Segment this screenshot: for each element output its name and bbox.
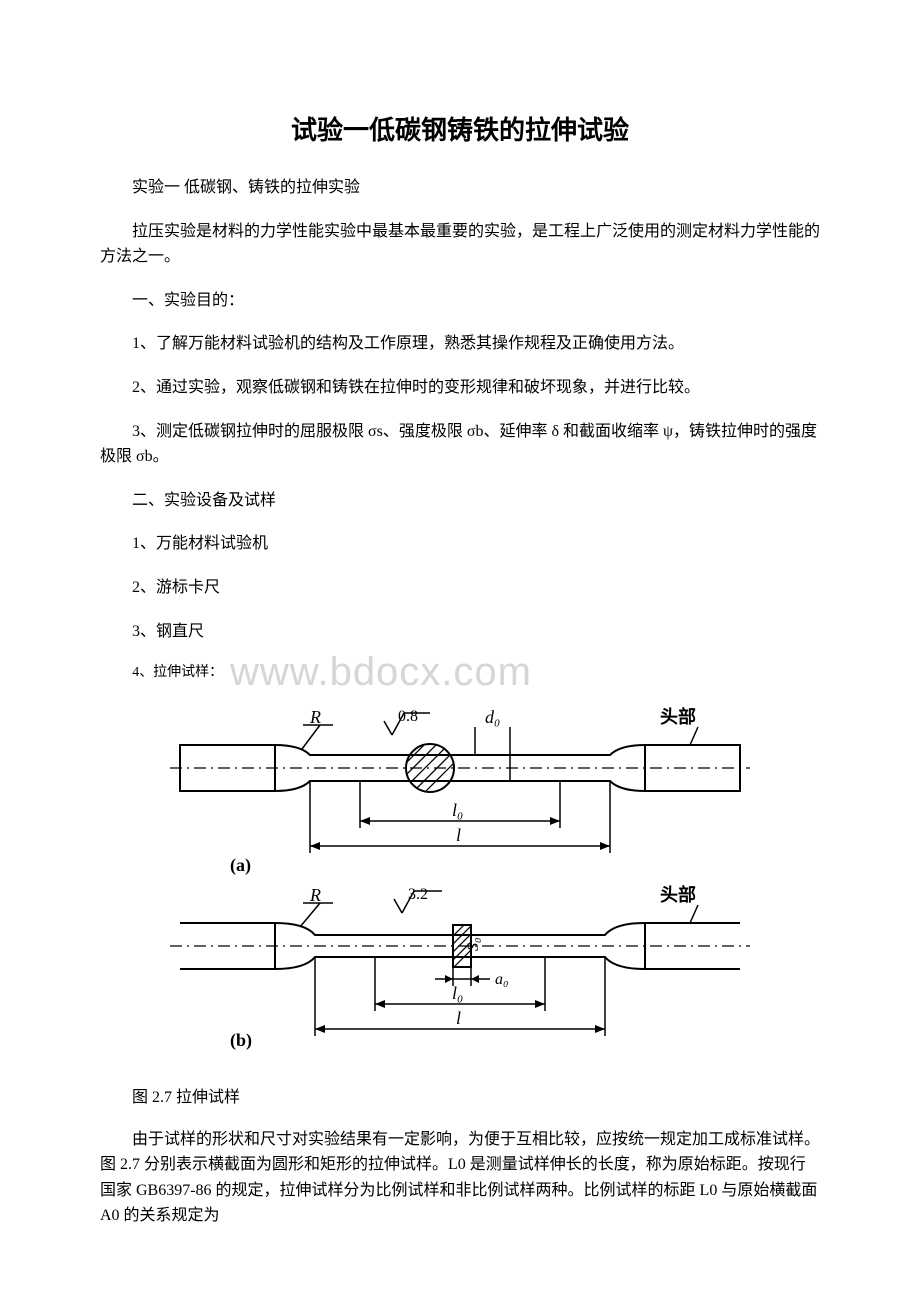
tensile-specimen-figure: R 0.8 d₀: [160, 703, 820, 1063]
label-s0: S₀: [465, 937, 482, 951]
specimen-a: R 0.8 d₀: [170, 706, 750, 876]
section-1-heading: 一、实验目的：: [100, 288, 820, 314]
label-l0-a: l₀: [452, 800, 463, 820]
roughness-a: 0.8: [384, 708, 430, 735]
sublabel-a: (a): [230, 855, 251, 876]
section-1-item-1: 1、了解万能材料试验机的结构及工作原理，熟悉其操作规程及正确使用方法。: [100, 331, 820, 357]
svg-text:3.2: 3.2: [408, 886, 428, 903]
section-2-item-4: 4、拉伸试样：: [100, 662, 820, 684]
document-page: 试验一低碳钢铸铁的拉伸试验 实验一 低碳钢、铸铁的拉伸实验 拉压实验是材料的力学…: [0, 0, 920, 1307]
section-2-item-3: 3、钢直尺: [100, 619, 820, 645]
cross-section-circle: [388, 721, 472, 805]
intro-paragraph: 拉压实验是材料的力学性能实验中最基本最重要的实验，是工程上广泛使用的测定材料力学…: [100, 219, 820, 270]
watermark-container: 4、拉伸试样： www.bdocx.com: [100, 662, 820, 684]
sublabel-b: (b): [230, 1030, 252, 1051]
label-l0-b: l₀: [452, 983, 463, 1003]
specimen-b: R 3.2: [170, 884, 750, 1051]
label-R-b: R: [309, 885, 321, 905]
subtitle: 实验一 低碳钢、铸铁的拉伸实验: [100, 175, 820, 201]
section-2-item-1: 1、万能材料试验机: [100, 531, 820, 557]
section-1-item-2: 2、通过实验，观察低碳钢和铸铁在拉伸时的变形规律和破坏现象，并进行比较。: [100, 375, 820, 401]
label-R-a: R: [309, 707, 321, 727]
roughness-b: 3.2: [394, 886, 442, 913]
label-l-b: l: [456, 1008, 461, 1028]
specimen-diagram-svg: R 0.8 d₀: [160, 703, 760, 1063]
label-d0: d₀: [485, 707, 500, 727]
label-head-b: 头部: [660, 884, 696, 905]
label-head-a: 头部: [660, 706, 696, 727]
label-a0: a₀: [495, 971, 509, 988]
section-2-item-2: 2、游标卡尺: [100, 575, 820, 601]
figure-caption: 图 2.7 拉伸试样: [100, 1083, 820, 1107]
body-paragraph: 由于试样的形状和尺寸对实验结果有一定影响，为便于互相比较，应按统一规定加工成标准…: [100, 1127, 820, 1229]
section-2-heading: 二、实验设备及试样: [100, 488, 820, 514]
page-title: 试验一低碳钢铸铁的拉伸试验: [100, 110, 820, 147]
label-l-a: l: [456, 825, 461, 845]
svg-text:0.8: 0.8: [398, 708, 418, 725]
section-1-item-3: 3、测定低碳钢拉伸时的屈服极限 σs、强度极限 σb、延伸率 δ 和截面收缩率 …: [100, 419, 820, 470]
